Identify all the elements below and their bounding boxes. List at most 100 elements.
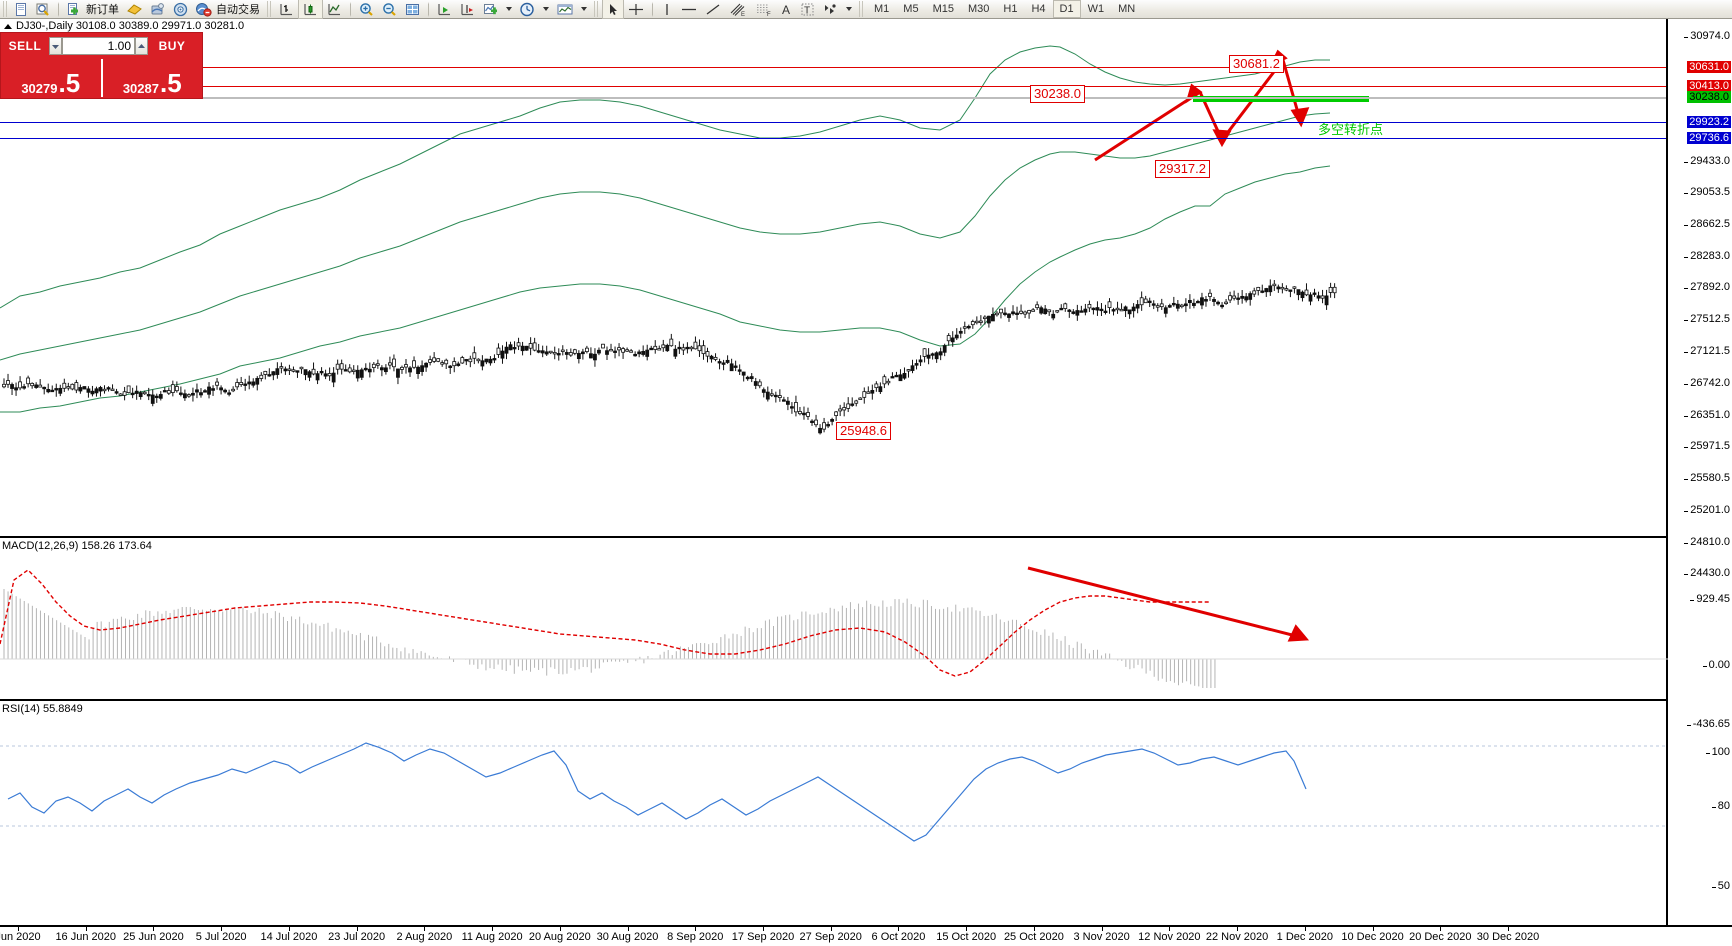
fibonacci-tool-icon[interactable]: F [751,0,777,18]
annotation-30681[interactable]: 30681.2 [1229,55,1284,73]
line-chart-icon[interactable] [323,0,346,18]
vertical-line-tool-icon[interactable] [657,0,677,18]
toolbar-grip[interactable] [3,1,8,17]
cursor-tool-icon[interactable] [602,0,624,19]
text-label-tool-icon[interactable]: T [797,0,818,18]
toolbar-grip-2[interactable] [267,1,272,17]
trendline-tool-icon[interactable] [701,0,725,18]
timeframe-button-w1[interactable]: W1 [1087,3,1105,15]
chart-area[interactable]: DJ30-,Daily 30108.0 30389.0 29971.0 3028… [0,19,1732,946]
price-axis[interactable]: 30974.0 30631.0 30413.0 30238.0 29923.2 … [1666,19,1732,925]
annotation-30238[interactable]: 30238.0 [1030,85,1085,103]
annotation-turning-point[interactable]: 多空转折点 [1318,123,1384,138]
toolbar-grip-4[interactable] [859,1,864,17]
expert-advisors-icon[interactable] [146,0,169,18]
date-tick-mark [424,927,426,931]
toolbar-grip-3[interactable] [594,1,599,17]
date-tick-mark [830,927,832,931]
new-order-label[interactable]: 新订单 [86,4,119,16]
rsi-tick-80: 80 [1711,800,1730,812]
date-tick-label: 8 Sep 2020 [667,931,724,943]
tile-windows-icon[interactable] [401,0,424,18]
zoom-out-icon[interactable] [378,0,401,18]
sell-button[interactable]: SELL [8,39,42,53]
date-tick-label: 5 Jul 2020 [195,931,247,943]
equidistant-channel-tool-icon[interactable]: E [725,0,751,18]
arrows-tool-icon[interactable] [818,0,842,18]
chart-collapse-icon[interactable] [4,24,12,29]
price-tick: 28283.0 [1684,250,1730,262]
timeframe-button-h4[interactable]: H4 [1031,3,1046,15]
price-tick: 25580.5 [1684,472,1730,484]
timeframe-button-mn[interactable]: MN [1118,3,1136,15]
volume-input[interactable]: 1.00 [62,37,135,55]
date-tick-label: 3 Nov 2020 [1073,931,1130,943]
period-clock-icon[interactable] [516,0,539,18]
market-watch-icon[interactable] [32,0,54,18]
date-tick-mark [559,927,561,931]
indicators-add-icon[interactable] [479,0,502,18]
date-axis[interactable]: Jun 2020 16 Jun 2020 25 Jun 2020 5 Jul 2020… [0,925,1732,946]
templates-icon[interactable] [553,0,577,18]
autotrade-label[interactable]: 自动交易 [216,4,260,16]
annotation-29317[interactable]: 29317.2 [1155,160,1210,178]
rsi-pane-divider [0,699,1668,701]
indicators-dropdown-caret[interactable] [506,7,512,11]
price-tick: 24810.0 [1684,536,1730,548]
templates-dropdown-caret[interactable] [581,7,587,11]
date-tick-mark [966,927,968,931]
annotation-25948[interactable]: 25948.6 [836,422,891,440]
navigator-icon[interactable] [169,0,192,18]
text-tool-icon[interactable]: A [777,0,797,18]
candlestick-chart-icon[interactable] [298,0,323,19]
bar-chart-icon[interactable] [275,0,298,18]
macd-pane-divider [0,536,1668,538]
date-tick-label: 20 Dec 2020 [1409,931,1472,943]
date-tick-label: 27 Sep 2020 [799,931,862,943]
toolbar-separator-4 [428,1,429,17]
timeframe-button-d1[interactable]: D1 [1052,0,1081,18]
price-tick: 29053.5 [1684,186,1730,198]
timeframe-button-m30[interactable]: M30 [967,3,990,15]
new-chart-icon[interactable] [11,0,32,18]
buy-price[interactable]: 30287.5 [100,59,203,97]
crosshair-tool-icon[interactable] [624,0,648,18]
date-tick-mark [695,927,697,931]
buy-button[interactable]: BUY [158,39,186,53]
date-tick-label: 23 Jul 2020 [328,931,386,943]
level-line-30238 [0,97,1668,99]
price-tick: 27121.5 [1684,345,1730,357]
date-tick-label: 20 Aug 2020 [528,931,591,943]
arrows-dropdown-caret[interactable] [846,7,852,11]
period-dropdown-caret[interactable] [543,7,549,11]
horizontal-line-tool-icon[interactable] [677,0,701,18]
date-tick-mark [1169,927,1171,931]
metaeditor-icon[interactable] [123,0,146,18]
price-tick: 30974.0 [1684,30,1730,42]
sell-price[interactable]: 30279.5 [1,59,101,97]
macd-plot [0,566,1668,688]
date-tick-mark [1372,927,1374,931]
level-line-30631 [0,67,1668,68]
zoom-in-icon[interactable] [355,0,378,18]
timeframe-button-m15[interactable]: M15 [932,3,954,15]
rsi-plot [0,742,1668,842]
volume-increment-button[interactable] [135,37,148,55]
date-tick-label: 6 Oct 2020 [871,931,926,943]
chart-shift-icon[interactable] [433,0,456,18]
new-order-icon[interactable] [63,0,85,18]
autotrade-icon[interactable] [192,0,215,18]
timeframe-button-h1[interactable]: H1 [1003,3,1018,15]
price-tick: 27892.0 [1684,281,1730,293]
order-panel-price-row: 30279.5 30287.5 [1,59,202,97]
order-panel-top-row: SELL 1.00 BUY [1,33,202,59]
date-tick-label: 25 Oct 2020 [1003,931,1064,943]
one-click-trading-panel[interactable]: SELL 1.00 BUY 30279.5 30287.5 [0,32,203,99]
chart-autoscroll-icon[interactable] [456,0,479,18]
timeframe-button-m5[interactable]: M5 [903,3,919,15]
timeframe-button-m1[interactable]: M1 [874,3,890,15]
date-tick-label: 11 Aug 2020 [461,931,523,943]
volume-decrement-button[interactable] [49,37,62,55]
macd-label: MACD(12,26,9) 158.26 173.64 [2,540,152,552]
buy-price-integer: 30287 [122,81,159,96]
